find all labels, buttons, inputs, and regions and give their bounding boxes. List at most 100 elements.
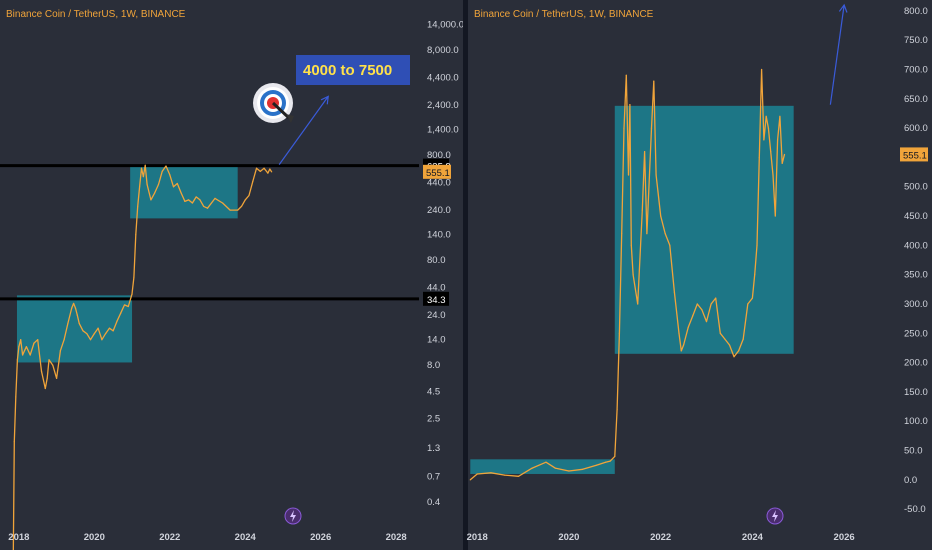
price-point [48, 359, 50, 361]
price-point [719, 332, 721, 334]
price-point [255, 167, 258, 169]
price-point [180, 192, 182, 194]
price-point [568, 470, 570, 472]
price-point [678, 332, 680, 334]
price-point [29, 354, 31, 356]
y-tick-label: 0.0 [904, 475, 917, 486]
x-tick-label: 2020 [558, 532, 579, 543]
price-point [63, 339, 65, 341]
lightning-icon[interactable] [766, 507, 784, 525]
price-point [229, 209, 231, 211]
y-tick-label: 1,400.0 [427, 125, 459, 136]
price-point [490, 472, 492, 474]
left-chart-panel: Binance Coin / TetherUS, 1W, BINANCE 14,… [0, 0, 464, 550]
price-point [72, 302, 75, 305]
price-point [157, 183, 160, 186]
price-point [184, 200, 186, 203]
y-tick-label: 800.0 [427, 150, 451, 161]
level-tag-label: 34.3 [427, 295, 446, 306]
last-price-tag-label: 555.1 [426, 168, 450, 179]
price-point [637, 303, 639, 305]
level-tag-bg [423, 291, 449, 306]
price-point [105, 333, 107, 335]
left-y-axis: 14,000.0 8,000.0 4,400.0 2,400.0 1,400.0 800.… [427, 20, 464, 508]
price-point [758, 156, 760, 159]
price-point [692, 315, 694, 317]
price-point [772, 174, 774, 176]
price-point [82, 330, 84, 332]
price-point [742, 338, 744, 340]
target-arrow-head [320, 95, 329, 105]
y-tick-label: 4,400.0 [427, 72, 459, 83]
price-point [774, 215, 776, 217]
price-point [22, 354, 24, 356]
price-point [93, 333, 95, 335]
price-point [682, 344, 685, 346]
price-point [25, 346, 28, 348]
target-label-box [296, 55, 410, 85]
price-point [240, 205, 243, 208]
price-point [545, 461, 547, 463]
price-point [751, 297, 753, 299]
price-point [13, 440, 15, 443]
price-point [783, 153, 786, 156]
price-point [625, 74, 627, 76]
y-tick-label: 14,000.0 [427, 20, 464, 31]
y-tick-label: 440.0 [427, 177, 451, 188]
y-tick-label: 8.0 [427, 360, 440, 371]
y-tick-label: 1.3 [427, 443, 440, 454]
y-tick-label: 240.0 [427, 205, 451, 216]
price-point [133, 276, 135, 278]
price-point [728, 344, 731, 346]
price-point [176, 182, 178, 185]
y-tick-label: 100.0 [904, 416, 928, 427]
price-point [629, 104, 631, 106]
price-point [252, 180, 254, 182]
price-point [605, 461, 607, 463]
lightning-icon[interactable] [284, 507, 302, 525]
price-point [237, 209, 239, 211]
y-tick-label: 0.4 [427, 497, 440, 508]
price-point [595, 464, 598, 466]
price-point [33, 342, 35, 344]
price-point [172, 186, 175, 188]
y-tick-label: 300.0 [904, 299, 928, 310]
x-tick-label: 2024 [235, 532, 257, 543]
price-point [137, 205, 139, 208]
target-label-text: 4000 to 7500 [303, 62, 392, 79]
price-point [37, 339, 39, 341]
price-point [554, 467, 556, 469]
price-point [504, 474, 506, 476]
y-tick-label: 80.0 [427, 255, 446, 266]
price-point [710, 303, 712, 305]
price-point [476, 473, 478, 475]
price-point [582, 468, 584, 470]
price-point [248, 194, 250, 197]
price-point [154, 192, 156, 194]
price-point [646, 233, 648, 235]
x-tick-label: 2024 [742, 532, 764, 543]
y-tick-label: 650.0 [904, 94, 928, 105]
price-point [760, 68, 763, 71]
price-point [150, 199, 152, 201]
target-annotation: 4000 to 7500 [296, 55, 410, 85]
price-point [40, 370, 43, 372]
y-tick-label: 750.0 [904, 35, 928, 46]
price-point [763, 139, 765, 141]
price-point [724, 338, 726, 340]
price-point [15, 396, 17, 398]
target-arrow-head [838, 3, 848, 13]
price-point [673, 291, 676, 293]
price-point [188, 199, 190, 201]
price-point [655, 174, 657, 176]
y-tick-label: 700.0 [904, 64, 928, 75]
price-series-line [12, 164, 273, 550]
price-point [244, 199, 246, 201]
y-tick-label: 14.0 [427, 335, 446, 346]
price-point [142, 175, 144, 178]
y-tick-label: -50.0 [904, 504, 926, 515]
bullseye-target-icon [253, 83, 294, 123]
price-point [112, 330, 114, 332]
x-tick-label: 2026 [310, 532, 331, 543]
target-arrow [278, 96, 329, 165]
